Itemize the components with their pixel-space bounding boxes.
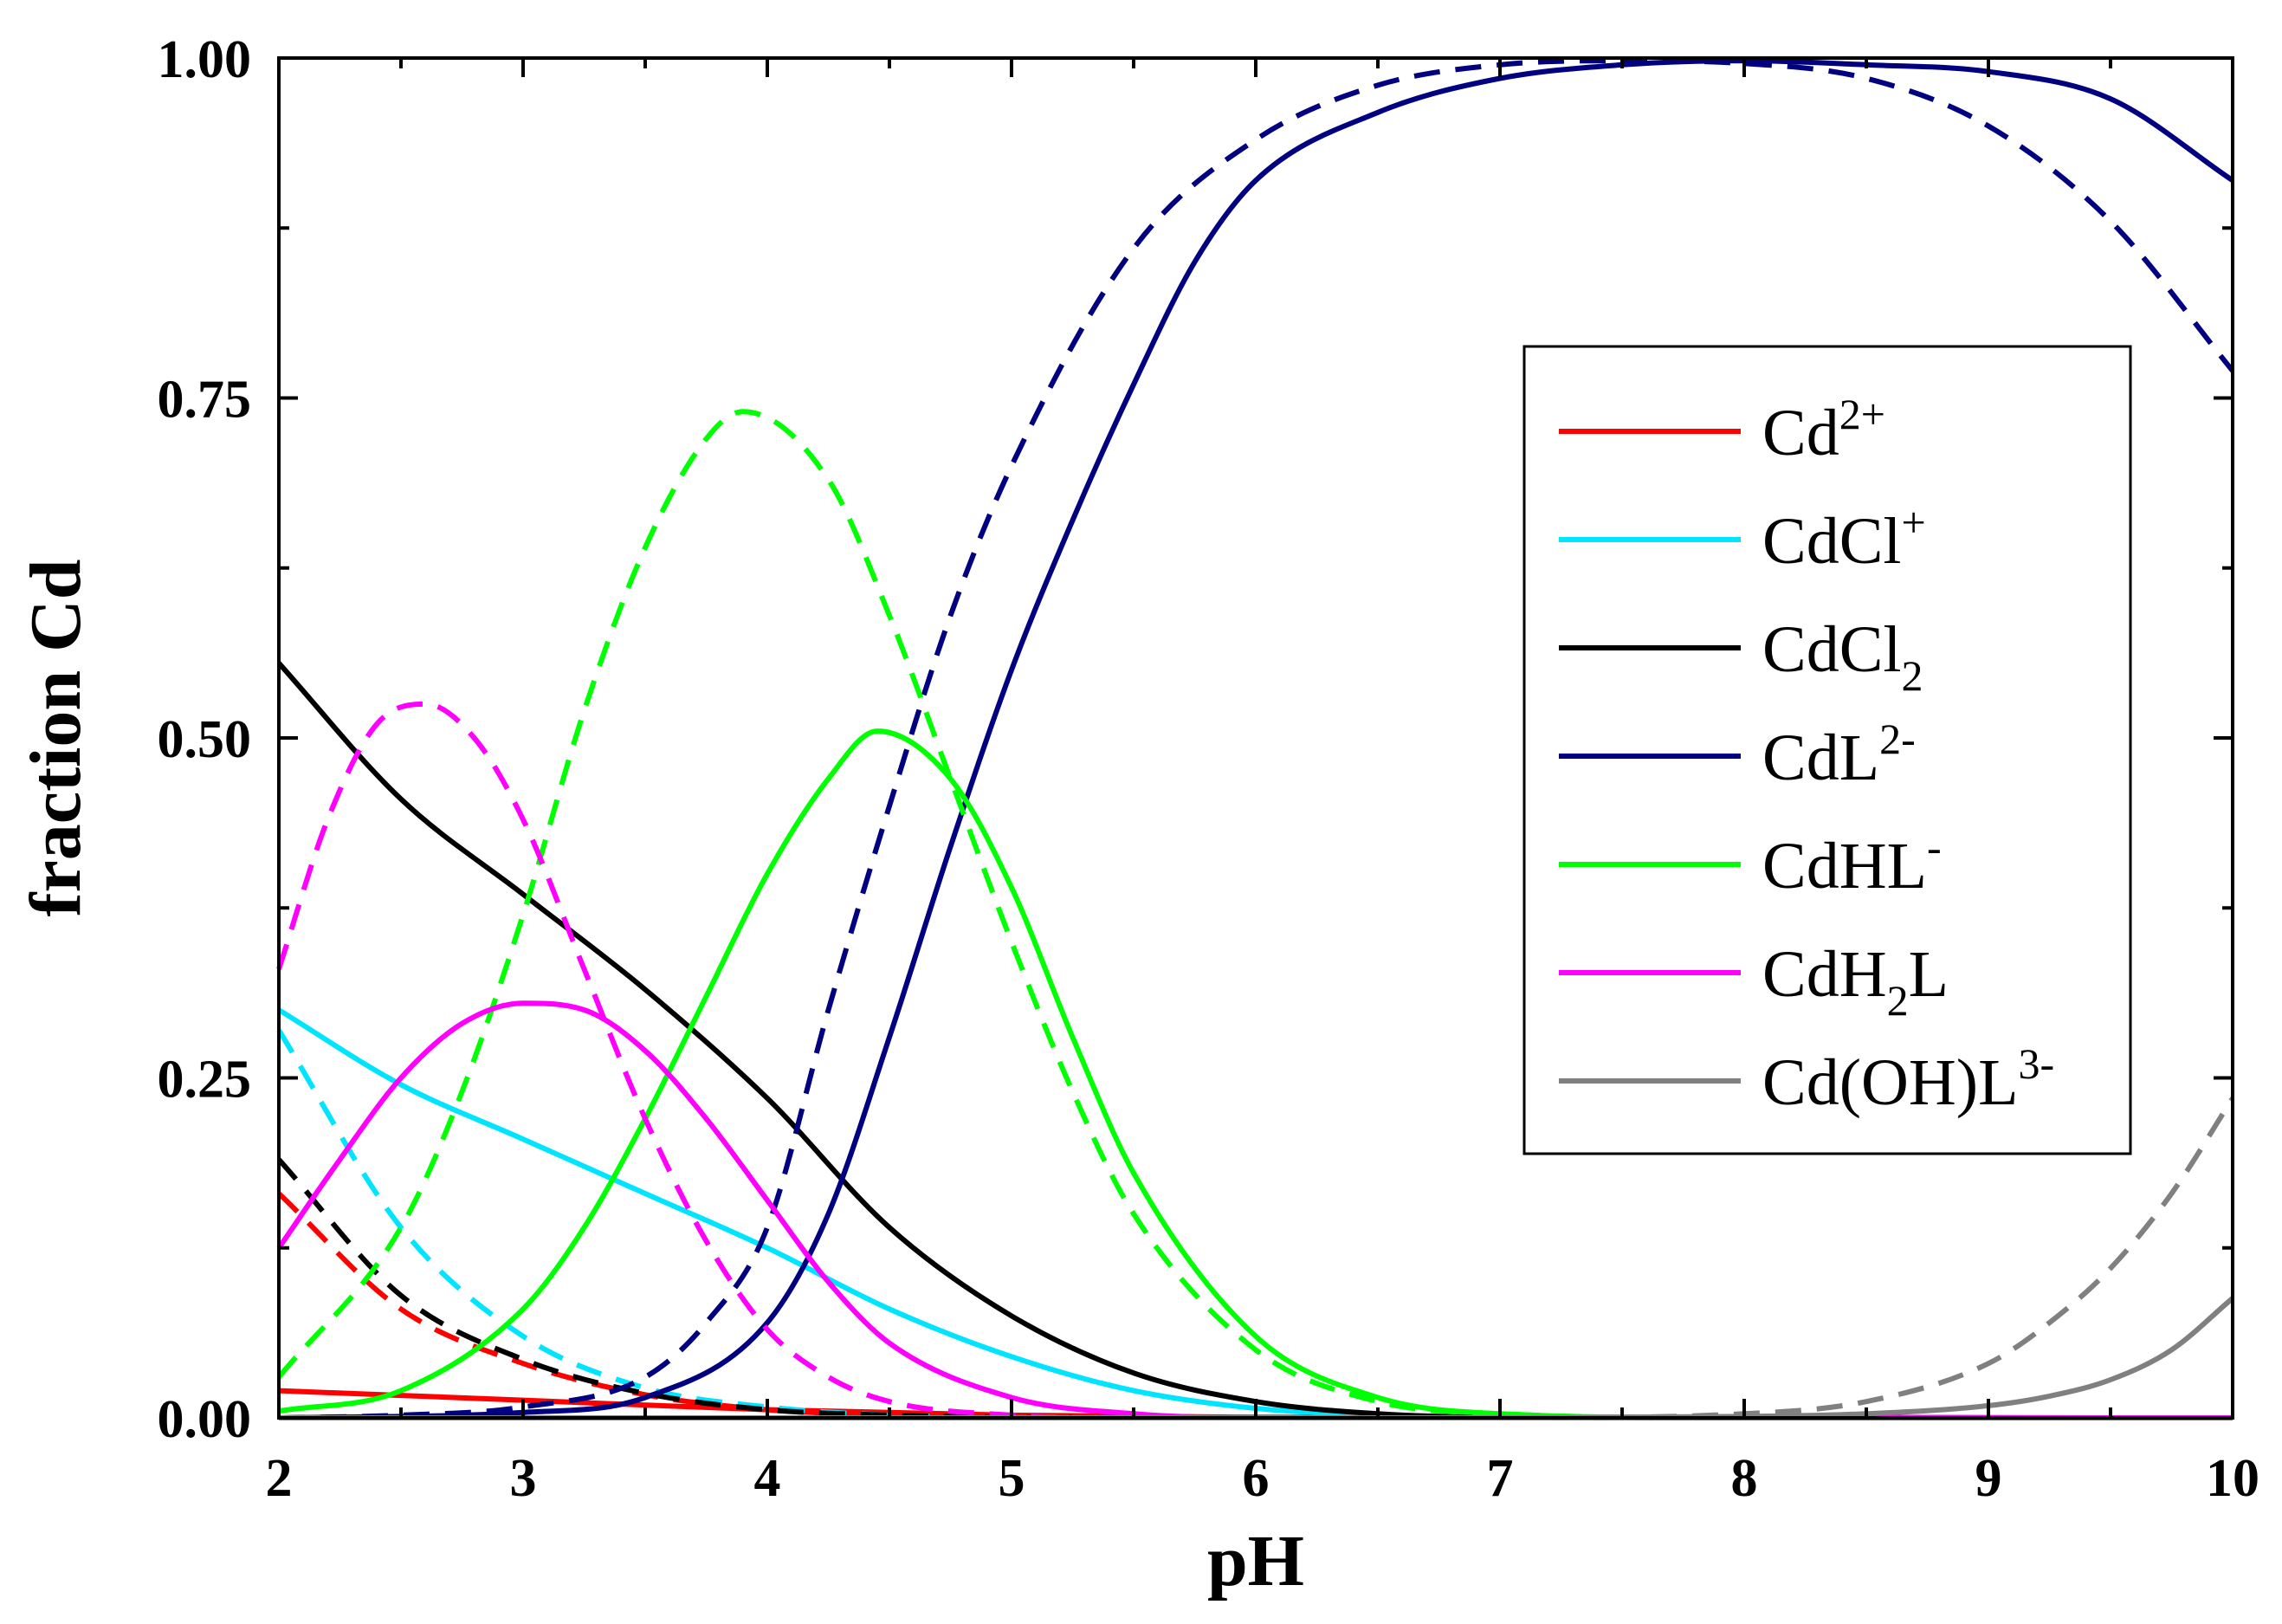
x-tick-label: 3	[510, 1449, 537, 1508]
x-tick-label: 6	[1243, 1449, 1270, 1508]
x-tick-label: 10	[2206, 1449, 2259, 1508]
x-axis-title: pH	[1207, 1521, 1304, 1601]
x-tick-label: 5	[999, 1449, 1025, 1508]
axes-layer: 2 3 4 5 6 7 8 9 10 0.00 0.25 0.50 0.75 1.00	[158, 30, 2260, 1508]
y-axis-title: fraction Cd	[16, 560, 96, 917]
legend-label-cdh2l: CdH2L	[1762, 938, 1949, 1025]
x-tick-label: 7	[1487, 1449, 1514, 1508]
legend-label-cdhl: CdHL-	[1762, 823, 1942, 903]
x-tick-label: 8	[1731, 1449, 1758, 1508]
y-tick-label: 0.25	[158, 1051, 252, 1110]
series-line-cdl2	[278, 58, 2234, 1420]
y-tick-label: 0.75	[158, 371, 252, 430]
legend-label-cdcl2: CdCl2	[1762, 613, 1923, 700]
x-tick-label: 9	[1975, 1449, 2002, 1508]
x-tick-label: 2	[266, 1449, 293, 1508]
y-tick-label: 0.00	[158, 1390, 252, 1449]
legend-label-cd-oh-l3: Cd(OH)L3-	[1762, 1039, 2054, 1119]
legend-label-cdl2: CdL2-	[1762, 715, 1916, 794]
legend: Cd2+ CdCl+ CdCl2 CdL2- CdHL- CdH2L Cd(OH)L3-	[1522, 345, 2132, 1155]
y-tick-label: 0.50	[158, 710, 252, 769]
x-tick-label: 4	[754, 1449, 781, 1508]
series-line-cdl2-dashed	[278, 58, 2235, 1420]
legend-label-cd2: Cd2+	[1762, 390, 1885, 469]
legend-box	[1522, 345, 2132, 1155]
legend-label-cdcl: CdCl+	[1762, 498, 1926, 578]
y-tick-label: 1.00	[158, 30, 252, 89]
series-line-cdhl-dashed	[276, 409, 2233, 1421]
